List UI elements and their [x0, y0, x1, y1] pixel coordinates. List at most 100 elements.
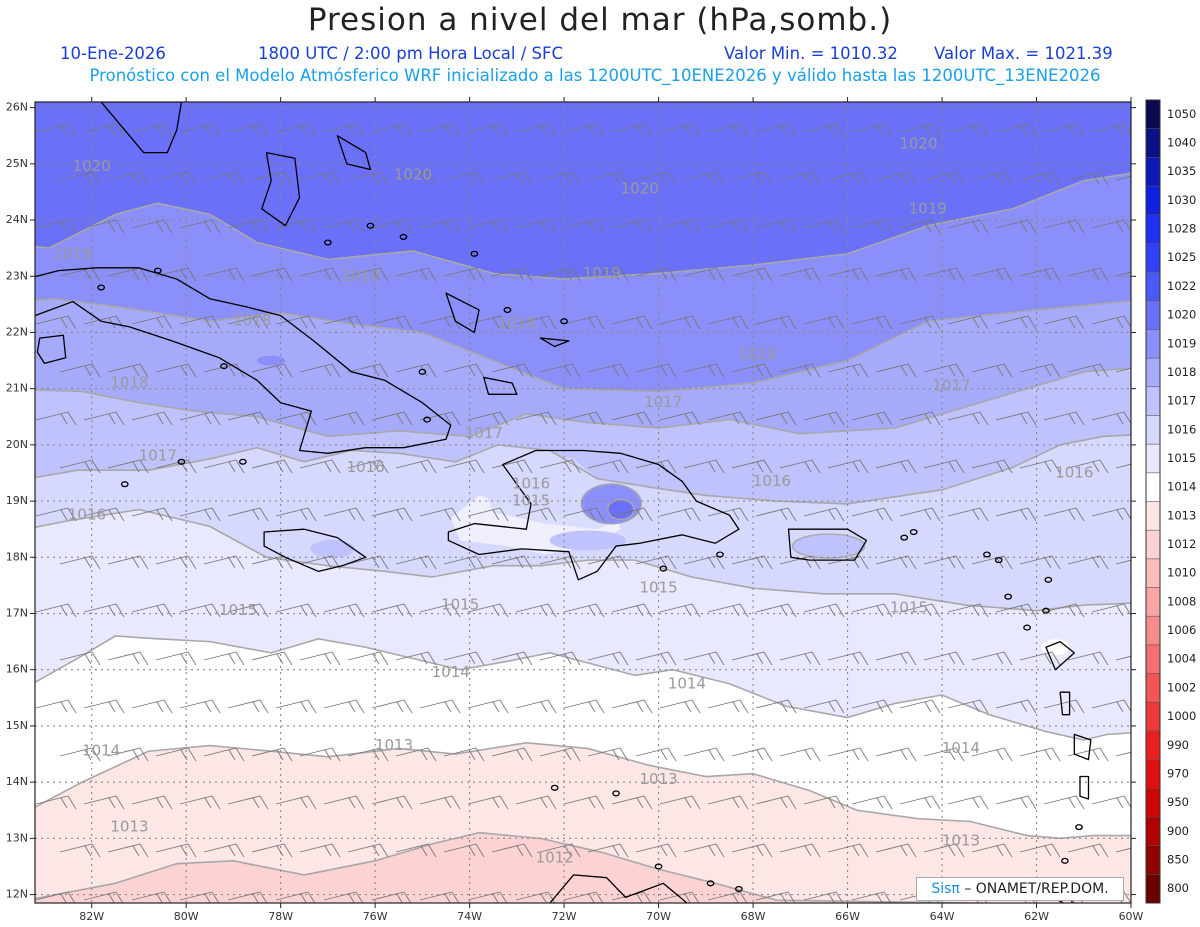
wind-barb	[227, 795, 269, 810]
wind-barb	[419, 891, 460, 903]
wind-barb	[755, 219, 797, 234]
wind-barb	[131, 411, 173, 426]
wind-barb	[347, 555, 389, 570]
wind-barb	[83, 795, 125, 810]
isobar-label: 1020	[899, 135, 937, 153]
wind-barb	[347, 267, 389, 282]
lat-label: 18N	[6, 550, 28, 563]
wind-barb	[395, 171, 437, 186]
wind-barb	[611, 123, 653, 138]
colorbar-swatch	[1146, 816, 1160, 847]
wind-barb	[491, 747, 533, 762]
wind-barb	[1091, 795, 1131, 809]
valid-time: 1800 UTC / 2:00 pm Hora Local / SFC	[258, 44, 564, 63]
wind-barb	[611, 699, 653, 714]
wind-barb	[491, 843, 533, 858]
isobar-line	[35, 367, 1131, 438]
wind-barb	[1091, 699, 1131, 713]
wind-barb	[491, 267, 533, 282]
wind-barb	[299, 171, 341, 186]
coastline-eleuthera	[336, 135, 372, 171]
wind-barb	[203, 267, 245, 282]
wind-barb	[779, 171, 821, 186]
wind-barb	[83, 123, 125, 138]
wind-barb	[947, 795, 989, 810]
wind-barb	[563, 219, 605, 234]
isobar-line	[35, 635, 1131, 741]
wind-barb	[275, 507, 317, 522]
wind-barb	[299, 555, 341, 570]
wind-barb	[467, 795, 509, 810]
lon-label: 78W	[268, 910, 293, 923]
colorbar-swatch	[1146, 128, 1160, 158]
wind-barb	[707, 315, 749, 330]
wind-barb	[347, 363, 389, 378]
lat-label: 13N	[6, 831, 28, 844]
colorbar-swatch	[1146, 788, 1160, 818]
wind-barb	[875, 171, 917, 186]
wind-barb	[851, 795, 893, 810]
wind-barb	[371, 795, 413, 810]
wind-barb	[707, 891, 748, 903]
wind-barb	[395, 363, 437, 378]
isobar-label: 1019	[909, 199, 947, 217]
colorbar-label: 1006	[1167, 623, 1196, 637]
wind-barb	[611, 411, 653, 426]
wind-barb	[1067, 555, 1109, 570]
colorbar-swatch	[1146, 587, 1160, 617]
wind-barb	[971, 267, 1013, 282]
colorbar-swatch	[1146, 386, 1160, 416]
small-island	[366, 222, 375, 229]
wind-barb	[179, 219, 221, 234]
wind-barb	[251, 363, 293, 378]
wind-barb	[1043, 603, 1085, 618]
wind-barb	[443, 363, 485, 378]
wind-barb	[227, 219, 269, 234]
wind-barb	[587, 363, 629, 378]
small-island	[735, 885, 743, 892]
wind-barb	[203, 363, 245, 378]
wind-barb	[875, 747, 917, 762]
wind-barb	[923, 267, 965, 282]
wind-barb	[731, 267, 773, 282]
map-frame	[34, 101, 1132, 904]
wind-barb	[1043, 795, 1085, 810]
wind-barb	[515, 603, 557, 618]
wind-barb	[107, 459, 149, 474]
isobar-label: 1015	[639, 579, 677, 597]
wind-barb	[155, 747, 197, 762]
wind-barb	[875, 555, 917, 570]
wind-barb	[1067, 171, 1109, 186]
colorbar-swatch	[1146, 415, 1160, 445]
isobar-line	[35, 741, 1131, 840]
wind-barb	[35, 219, 77, 234]
small-island	[399, 233, 408, 240]
wind-barb	[899, 795, 941, 810]
wind-barb	[683, 171, 725, 186]
wind-barb	[731, 651, 773, 666]
wind-barb	[323, 315, 365, 330]
wind-barb	[179, 507, 221, 522]
wind-barb	[467, 891, 508, 903]
colorbar-label: 1016	[1167, 422, 1196, 436]
wind-barb	[995, 123, 1037, 138]
isobar-label: 1020	[621, 180, 659, 198]
wind-barb	[203, 651, 245, 666]
wind-barb	[275, 891, 316, 903]
wind-barb	[131, 219, 173, 234]
isobar-label: 1018	[110, 374, 148, 392]
wind-barb	[371, 699, 413, 714]
wind-barb	[731, 555, 773, 570]
small-island	[716, 551, 724, 558]
wind-barb	[1067, 747, 1109, 762]
wind-barb	[731, 459, 773, 474]
wind-barb	[563, 795, 605, 810]
wind-barb	[755, 315, 797, 330]
wind-barb	[563, 315, 605, 330]
colorbar-swatch	[1146, 501, 1160, 531]
wind-barb	[395, 267, 437, 282]
wind-barb	[227, 603, 269, 618]
wind-barb	[1091, 219, 1131, 233]
wind-barb	[419, 699, 461, 714]
wind-barb	[515, 411, 557, 426]
